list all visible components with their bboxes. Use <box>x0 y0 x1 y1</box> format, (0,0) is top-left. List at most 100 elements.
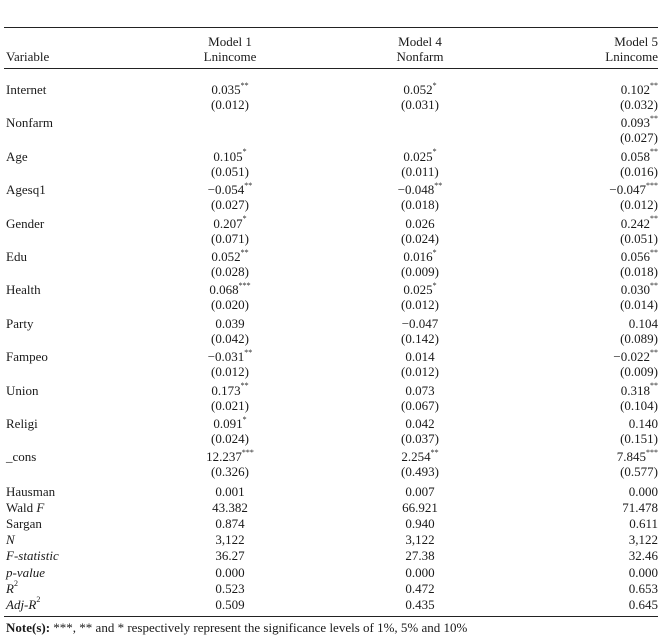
model-1-statistic-value: 0.874 <box>215 516 245 532</box>
model-4-standard-error: (0.142) <box>401 330 439 346</box>
model-5-header: Model 5 Lnincome <box>605 34 658 64</box>
statistic-label: p-value <box>6 564 45 580</box>
model-1-statistic-value: 43.382 <box>212 500 248 516</box>
significance-stars: ** <box>240 381 249 391</box>
model-1-statistic-value: 3,122 <box>215 532 245 548</box>
model-1-statistic-value: 36.27 <box>215 548 245 564</box>
model-4-coefficient: 0.052* <box>403 80 437 97</box>
significance-stars: ** <box>430 448 439 458</box>
model-5-standard-error: (0.104) <box>620 397 658 413</box>
significance-stars: *** <box>646 448 658 458</box>
model-4-statistic-value: 0.472 <box>405 580 435 596</box>
model-4-standard-error: (0.009) <box>401 264 439 279</box>
model-5-coefficient: 0.102** <box>620 80 658 97</box>
model-4-coefficient: 0.042 <box>405 416 435 431</box>
statistic-label: Hausman <box>6 484 56 499</box>
variable-label: Age <box>6 148 28 164</box>
model-4-coefficient: 0.025* <box>403 147 437 164</box>
model-4-standard-error: (0.011) <box>401 163 439 179</box>
model-5-coefficient: 0.056** <box>620 247 658 264</box>
header-rule <box>4 68 658 69</box>
model-1-standard-error: (0.012) <box>211 364 249 380</box>
model-4-coefficient: −0.048** <box>397 180 443 198</box>
model-4-standard-error: (0.067) <box>401 397 439 413</box>
significance-stars: * <box>242 414 247 424</box>
model-1-coefficient: −0.054** <box>207 180 253 198</box>
model-4-statistic-value: 27.38 <box>405 548 435 564</box>
statistic-label: Adj-R2 <box>6 595 41 612</box>
significance-stars: ** <box>650 281 658 291</box>
model-5-standard-error: (0.151) <box>620 431 658 446</box>
model-5-coefficient: 0.104 <box>628 315 658 331</box>
model-4-coefficient: 0.026 <box>405 215 435 231</box>
model-4-statistic-value: 0.940 <box>405 516 435 532</box>
model-4-statistic-value: 3,122 <box>405 532 435 548</box>
model-5-statistic-value: 3,122 <box>628 532 658 548</box>
significance-stars: ** <box>650 347 658 357</box>
model-4-coefficient: −0.047 <box>401 315 439 331</box>
statistic-label: Wald F <box>6 500 45 516</box>
model-1-statistic-value: 0.001 <box>215 484 245 499</box>
significance-stars: * <box>432 80 437 90</box>
model-4-standard-error: (0.493) <box>401 464 439 480</box>
variable-label: Union <box>6 382 39 398</box>
model-5-statistic-value: 0.645 <box>628 596 658 612</box>
significance-stars: * <box>432 147 437 157</box>
model-5-standard-error: (0.089) <box>620 330 658 346</box>
model-1-statistic-value: 0.523 <box>215 580 245 596</box>
model-4-header: Model 4 Nonfarm <box>396 34 444 64</box>
model-1-standard-error: (0.051) <box>211 163 249 179</box>
model-5-coefficient: −0.047*** <box>609 180 658 198</box>
model-5-statistic-value: 71.478 <box>622 500 658 516</box>
model-1-coefficient: 0.091* <box>213 414 247 431</box>
significance-stars: ** <box>650 114 658 124</box>
model-4-standard-error: (0.012) <box>401 364 439 380</box>
model-1-coefficient: −0.031** <box>207 347 253 365</box>
model-4-standard-error: (0.024) <box>401 230 439 246</box>
model-1-coefficient: 0.068*** <box>209 281 251 298</box>
variable-label: Fampeo <box>6 349 48 365</box>
bottom-rule <box>4 616 658 617</box>
significance-stars: ** <box>650 80 658 90</box>
variable-label: Party <box>6 315 34 331</box>
variable-label: Edu <box>6 249 27 264</box>
variable-label: Gender <box>6 215 45 231</box>
model-1-standard-error: (0.020) <box>211 297 249 313</box>
significance-stars: ** <box>244 180 253 190</box>
model-4-statistic-value: 0.435 <box>405 596 435 612</box>
significance-stars: * <box>242 147 247 157</box>
model-5-standard-error: (0.016) <box>620 163 658 179</box>
model-5-coefficient: 0.242** <box>620 214 658 231</box>
model-1-standard-error: (0.028) <box>211 264 249 279</box>
model-1-coefficient: 0.173** <box>211 381 249 398</box>
statistic-label: F-statistic <box>6 548 59 564</box>
model-5-coefficient: −0.022** <box>613 347 658 365</box>
model-1-standard-error: (0.021) <box>211 397 249 413</box>
significance-stars: *** <box>646 180 658 190</box>
model-4-coefficient: 0.073 <box>405 382 435 398</box>
statistic-label: N <box>6 532 15 548</box>
model-4-coefficient: 2.254** <box>401 448 439 465</box>
significance-stars: ** <box>240 80 249 90</box>
significance-stars: *** <box>238 281 251 291</box>
model-4-standard-error: (0.018) <box>401 197 439 213</box>
significance-stars: ** <box>244 347 253 357</box>
model-1-standard-error: (0.071) <box>211 230 249 246</box>
significance-stars: * <box>432 247 437 257</box>
model-5-statistic-value: 0.611 <box>629 516 658 532</box>
table-note: Note(s): ***, ** and * respectively repr… <box>6 620 468 635</box>
model-5-statistic-value: 0.000 <box>628 564 658 580</box>
significance-stars: ** <box>650 147 658 157</box>
significance-stars: *** <box>241 448 254 458</box>
model-4-standard-error: (0.012) <box>401 297 439 313</box>
model-5-standard-error: (0.012) <box>620 197 658 213</box>
model-5-statistic-value: 32.46 <box>628 548 658 564</box>
model-5-statistic-value: 0.000 <box>628 484 658 499</box>
significance-stars: ** <box>650 381 658 391</box>
significance-stars: ** <box>650 247 658 257</box>
significance-stars: ** <box>650 214 658 224</box>
model-1-standard-error: (0.024) <box>211 431 249 446</box>
significance-stars: ** <box>240 247 249 257</box>
model-4-coefficient: 0.014 <box>405 349 435 365</box>
model-5-standard-error: (0.027) <box>620 130 658 146</box>
